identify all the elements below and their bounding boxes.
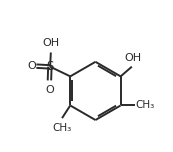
Text: CH₃: CH₃ — [135, 100, 154, 111]
Text: CH₃: CH₃ — [52, 123, 71, 133]
Text: OH: OH — [42, 38, 59, 48]
Text: O: O — [28, 61, 37, 71]
Text: O: O — [45, 85, 54, 95]
Text: OH: OH — [124, 53, 141, 63]
Text: S: S — [46, 60, 54, 73]
